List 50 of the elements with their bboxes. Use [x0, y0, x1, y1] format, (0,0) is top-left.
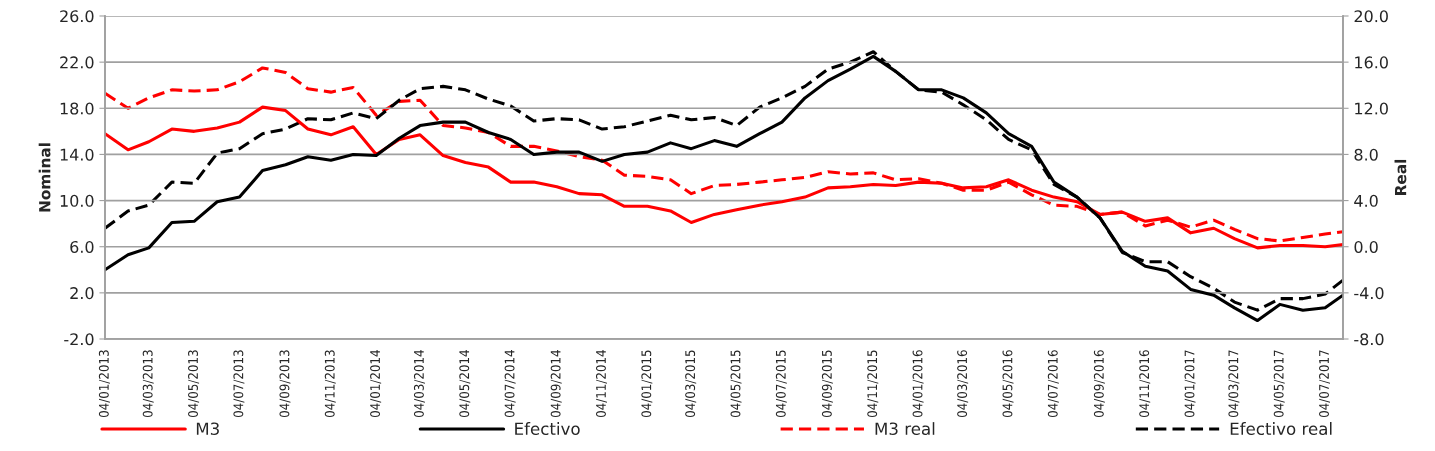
- x-tick-label: 04/05/2015: [730, 350, 742, 418]
- x-tick-label: 04/07/2014: [504, 350, 516, 418]
- x-tick-label: 04/11/2015: [867, 350, 879, 418]
- y2-tick-label: -4.0: [1354, 287, 1384, 300]
- x-tick-label: 04/01/2016: [912, 350, 924, 418]
- x-tick-label: 04/03/2017: [1228, 350, 1240, 418]
- y-tick-label: 6.0: [70, 240, 94, 254]
- x-tick-label: 04/05/2017: [1273, 350, 1285, 418]
- x-tick-label: 04/05/2013: [188, 350, 200, 418]
- y2-tick-label: 4.0: [1354, 194, 1378, 207]
- x-tick-label: 04/07/2013: [233, 350, 245, 418]
- x-tick-label: 04/07/2016: [1047, 350, 1059, 418]
- x-tick-label: 04/01/2013: [98, 350, 110, 418]
- y2-axis-title: Real: [1394, 159, 1407, 195]
- x-tick-label: 04/11/2016: [1139, 350, 1151, 418]
- x-tick-label: 04/03/2013: [142, 350, 154, 418]
- y2-tick-label: 0.0: [1354, 240, 1378, 254]
- legend-label: Efectivo: [515, 422, 580, 436]
- y-axis-title: Nominal: [38, 143, 51, 212]
- x-tick-label: 04/07/2015: [775, 350, 787, 418]
- legend-label: Efectivo real: [1230, 422, 1332, 436]
- x-tick-label: 04/01/2017: [1184, 350, 1196, 418]
- x-tick-label: 04/09/2015: [821, 350, 833, 418]
- y-tick-label: 2.0: [70, 287, 94, 300]
- legend-label: M3 real: [875, 422, 935, 436]
- y2-tick-label: 12.0: [1355, 102, 1388, 115]
- x-tick-label: 04/11/2013: [324, 350, 336, 418]
- x-tick-label: 04/01/2015: [641, 350, 653, 418]
- x-tick-label: 04/09/2016: [1093, 350, 1105, 418]
- x-tick-label: 04/03/2016: [957, 350, 969, 418]
- y-tick-label: 10.0: [60, 194, 94, 207]
- y-tick-label: -2.0: [64, 333, 94, 346]
- y-tick-label: 26.0: [60, 10, 94, 23]
- legend-label: M3: [196, 422, 219, 436]
- y-tick-label: 14.0: [60, 148, 94, 161]
- x-tick-label: 04/11/2014: [595, 350, 607, 418]
- x-tick-label: 04/07/2017: [1319, 350, 1331, 418]
- x-tick-label: 04/03/2015: [685, 350, 697, 418]
- y2-tick-label: -8.0: [1354, 333, 1384, 346]
- y-tick-label: 18.0: [60, 102, 94, 115]
- x-tick-label: 04/05/2016: [1002, 350, 1014, 418]
- x-tick-label: 04/09/2013: [279, 350, 291, 418]
- y2-tick-label: 20.0: [1354, 10, 1388, 23]
- x-tick-label: 04/01/2014: [370, 350, 382, 418]
- y-tick-label: 22.0: [60, 56, 94, 69]
- x-tick-label: 04/03/2014: [413, 350, 425, 418]
- y2-tick-label: 16.0: [1355, 56, 1388, 69]
- x-tick-label: 04/05/2014: [459, 350, 471, 418]
- x-tick-label: 04/09/2014: [550, 350, 562, 418]
- y2-tick-label: 8.0: [1354, 148, 1378, 161]
